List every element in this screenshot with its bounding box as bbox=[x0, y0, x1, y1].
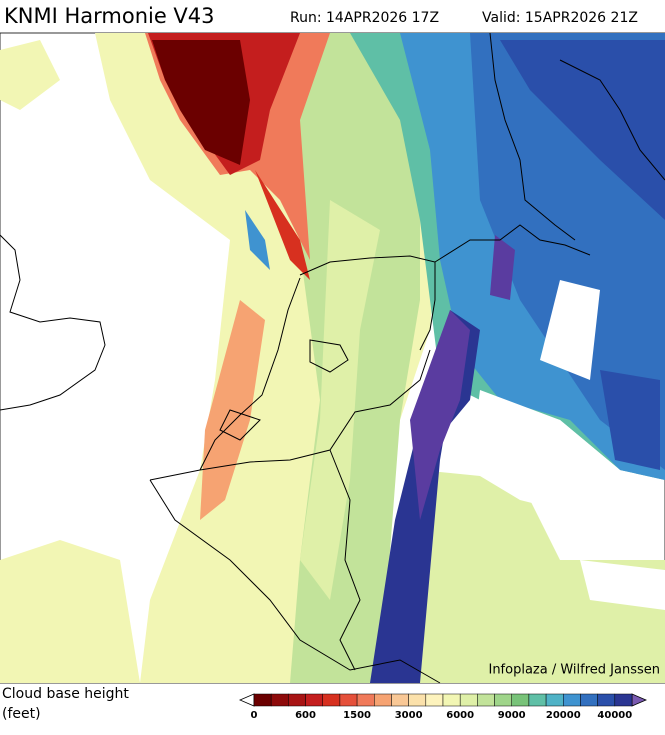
colorbar-swatch bbox=[425, 693, 444, 707]
colorbar-swatch bbox=[442, 693, 461, 707]
colorbar-swatch bbox=[374, 693, 392, 707]
strip-purple bbox=[410, 310, 470, 520]
colorbar-swatch bbox=[580, 693, 598, 707]
colorbar-label: 20000 bbox=[546, 710, 581, 721]
colorbar-swatch bbox=[288, 693, 306, 707]
title: KNMI Harmonie V43 bbox=[4, 4, 215, 28]
colorbar-label: 1500 bbox=[343, 710, 371, 721]
colorbar-swatch bbox=[494, 693, 512, 707]
colorbar-swatch bbox=[545, 693, 564, 707]
field-left bbox=[0, 40, 140, 683]
streak-red bbox=[255, 170, 310, 280]
colorbar-swatch bbox=[391, 693, 409, 707]
colorbar-label: 6000 bbox=[446, 710, 474, 721]
colorbar-label: 600 bbox=[295, 710, 316, 721]
field-pale bbox=[300, 200, 380, 600]
colorbar-under bbox=[238, 693, 255, 707]
field-east-green bbox=[440, 510, 520, 600]
valid-time: Valid: 15APR2026 21Z bbox=[482, 10, 638, 26]
field-orange bbox=[200, 300, 265, 520]
colorbar-label: 40000 bbox=[597, 710, 632, 721]
credit: Infoplaza / Wilfred Janssen bbox=[488, 663, 660, 678]
colorbar-swatch bbox=[614, 693, 633, 707]
colorbar-swatch bbox=[322, 693, 341, 707]
colorbar-swatch bbox=[563, 693, 581, 707]
colorbar-swatch bbox=[253, 693, 272, 707]
coastlines bbox=[0, 32, 665, 684]
colorbar-label: 3000 bbox=[395, 710, 423, 721]
colorbar-swatch bbox=[477, 693, 495, 707]
legend-title: (feet) bbox=[2, 706, 41, 722]
map bbox=[0, 32, 665, 684]
field-navy bbox=[500, 40, 665, 470]
colorbar-swatch bbox=[511, 693, 530, 707]
colorbar-swatch bbox=[305, 693, 323, 707]
streak-blue bbox=[245, 210, 270, 270]
colorbar-label: 9000 bbox=[498, 710, 526, 721]
colorbar-swatch bbox=[528, 693, 547, 707]
patch-purple bbox=[490, 235, 515, 300]
colorbar-swatch bbox=[408, 693, 427, 707]
colorbar: 0 600 1500 3000 6000 9000 20000 40000 bbox=[238, 693, 648, 721]
colorbar-label: 0 bbox=[251, 710, 258, 721]
colorbar-swatch bbox=[597, 693, 616, 707]
colorbar-over bbox=[631, 693, 648, 707]
colorbar-swatch bbox=[356, 693, 375, 707]
run-time: Run: 14APR2026 17Z bbox=[290, 10, 439, 26]
field-red-dark bbox=[152, 40, 250, 165]
colorbar-swatch bbox=[339, 693, 358, 707]
colorbar-swatch bbox=[270, 693, 289, 707]
field-gap bbox=[470, 280, 665, 610]
legend-title: Cloud base height bbox=[2, 686, 129, 702]
colorbar-swatch bbox=[459, 693, 478, 707]
